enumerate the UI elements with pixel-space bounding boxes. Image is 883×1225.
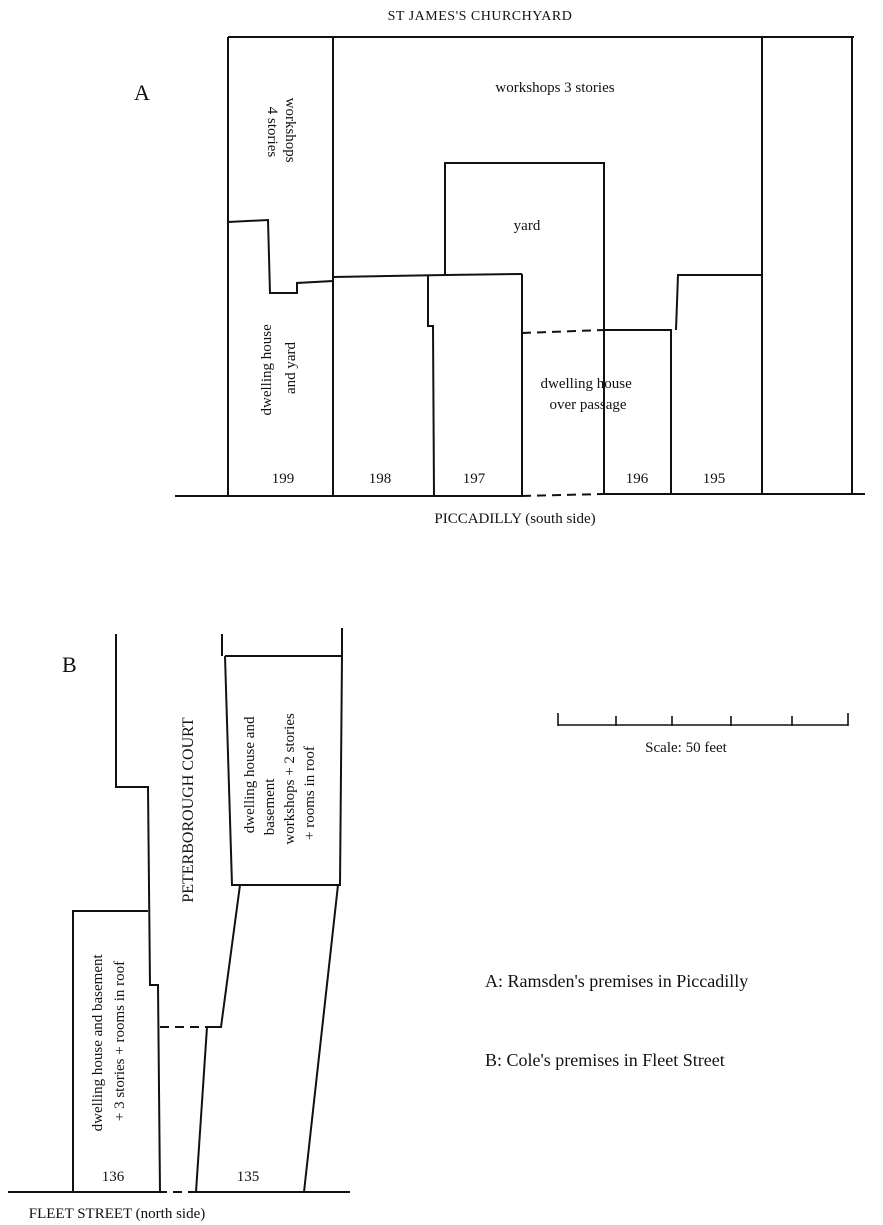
passage-street-dashed-line <box>521 493 605 497</box>
workshops-4-line-1: workshops <box>282 98 298 163</box>
legend-a: A: Ramsden's premises in Piccadilly <box>485 971 748 991</box>
house-135-outline <box>224 655 344 886</box>
party-wall-198-197 <box>427 275 435 497</box>
workshops-4-line-2: 4 stories <box>264 107 280 158</box>
house-135-line-2: basement <box>262 778 278 835</box>
plan-b-letter: B <box>62 652 77 677</box>
house-number-196: 196 <box>626 471 649 487</box>
house-135-line-1: dwelling house and <box>242 716 258 833</box>
house-number-135: 135 <box>237 1169 260 1185</box>
house-135-description: dwelling house and basement workshops + … <box>242 709 318 844</box>
st-james-churchyard-label: ST JAMES'S CHURCHYARD <box>388 9 573 24</box>
plan-a-letter: A <box>134 80 150 105</box>
scale-bar: Scale: 50 feet <box>557 713 849 756</box>
workshops-3-stories-label: workshops 3 stories <box>495 80 614 96</box>
house-135-line-3: workshops + 2 stories <box>282 713 298 845</box>
dwelling-over-passage-label: dwelling house over passage <box>541 376 636 413</box>
house-136-line-1: dwelling house and basement <box>90 954 106 1132</box>
dwelling-and-yard-label: dwelling house and yard <box>259 321 299 416</box>
plot-135-east-wall <box>303 884 339 1193</box>
house-number-195: 195 <box>703 471 726 487</box>
house-number-198: 198 <box>369 471 392 487</box>
house-136-description: dwelling house and basement + 3 stories … <box>90 951 128 1132</box>
legend-b: B: Cole's premises in Fleet Street <box>485 1050 725 1070</box>
dwelling-over-passage-line-1: dwelling house <box>541 376 633 392</box>
plan-b: B FLEET STREET (north side) PETERBOROUGH… <box>8 628 350 1222</box>
yard-outline <box>444 162 605 330</box>
legend: A: Ramsden's premises in Piccadilly B: C… <box>485 971 748 1070</box>
dwelling-over-passage-line-2: over passage <box>549 397 626 413</box>
passage-rear-dashed-line <box>521 329 605 334</box>
house-136-line-2: + 3 stories + rooms in roof <box>112 961 128 1121</box>
plan-a: A ST JAMES'S CHURCHYARD PICCADILLY (sout… <box>134 9 865 527</box>
workshops-4-stories-label: workshops 4 stories <box>264 98 298 167</box>
court-west-wall <box>115 634 161 1193</box>
yard-label: yard <box>514 218 541 234</box>
scale-label: Scale: 50 feet <box>645 740 727 756</box>
peterborough-court-label: PETERBOROUGH COURT <box>180 717 197 903</box>
house-136-outline <box>72 910 148 1192</box>
dwelling-and-yard-line-1: dwelling house <box>259 324 275 416</box>
piccadilly-label: PICCADILLY (south side) <box>434 511 595 527</box>
house-number-199: 199 <box>272 471 295 487</box>
house-135-line-4: + rooms in roof <box>302 746 318 840</box>
house-number-136: 136 <box>102 1169 125 1185</box>
fleet-street-label: FLEET STREET (north side) <box>29 1206 206 1222</box>
dwelling-and-yard-line-2: and yard <box>283 341 299 394</box>
court-east-wall <box>195 884 241 1193</box>
house-number-197: 197 <box>463 471 486 487</box>
plot-199-rear-line <box>227 218 334 294</box>
plot-195-rear-line <box>675 274 762 331</box>
